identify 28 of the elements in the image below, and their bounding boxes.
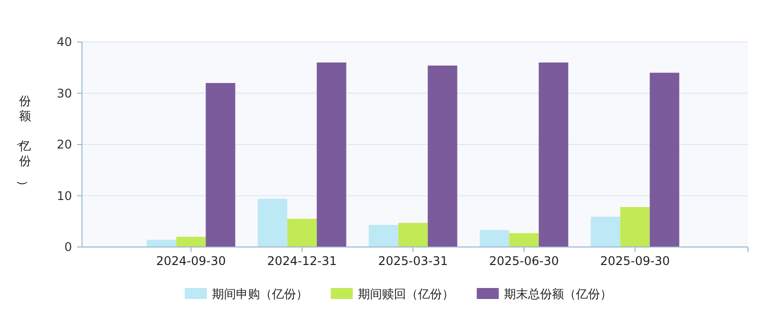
bar	[509, 233, 539, 247]
legend-label: 期末总份额（亿份）	[504, 287, 612, 301]
legend-label: 期间申购（亿份）	[212, 287, 308, 301]
bar	[206, 83, 236, 247]
y-tick-label: 0	[64, 240, 72, 254]
bar	[398, 222, 428, 247]
bar	[287, 218, 317, 247]
y-tick-label: 40	[56, 35, 72, 49]
bar	[368, 224, 398, 247]
bar	[620, 207, 650, 247]
x-tick-label: 2025-06-30	[489, 254, 559, 268]
legend-label: 期间赎回（亿份）	[358, 287, 454, 301]
bar	[176, 236, 206, 247]
x-tick-label: 2024-12-31	[267, 254, 337, 268]
bar	[590, 216, 620, 247]
y-tick-label: 10	[56, 188, 72, 203]
y-tick-label: 20	[56, 138, 72, 152]
bar	[258, 198, 288, 247]
x-tick-label: 2024-09-30	[156, 254, 226, 268]
x-tick-label: 2025-03-31	[378, 254, 448, 268]
bar	[538, 62, 568, 247]
bar	[428, 66, 458, 247]
bar	[146, 240, 176, 247]
bar	[480, 230, 510, 247]
x-tick-label: 2025-09-30	[600, 254, 670, 268]
y-tick-label: 30	[56, 86, 72, 100]
bar	[650, 72, 680, 247]
bar	[316, 62, 346, 247]
